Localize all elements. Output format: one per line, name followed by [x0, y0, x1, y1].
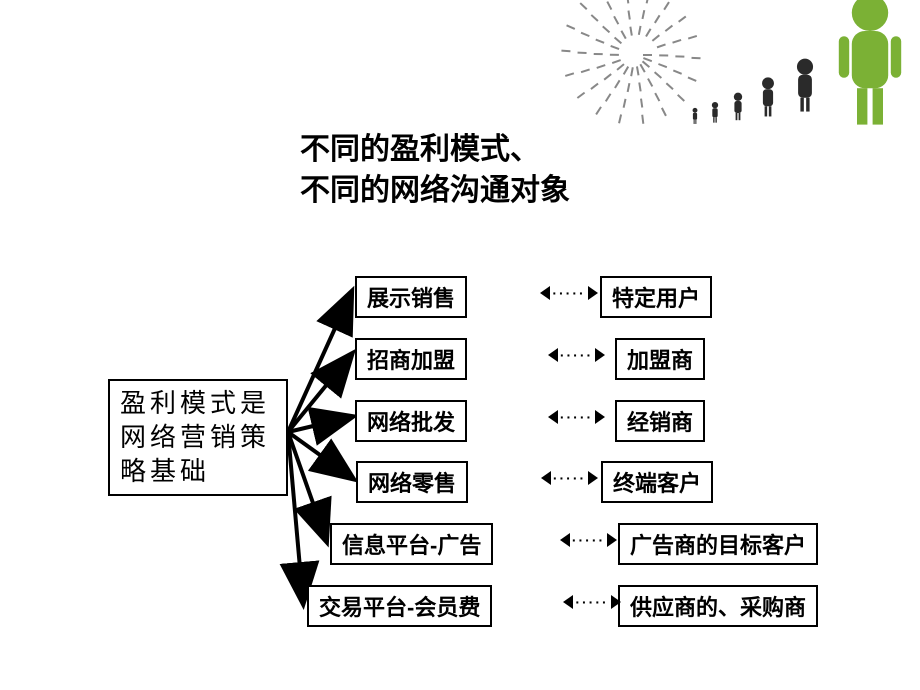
right-box-1: 加盟商 [615, 338, 705, 380]
bidir-connector-1: ····· [540, 345, 613, 365]
right-box-4: 广告商的目标客户 [618, 523, 818, 565]
mid-box-3: 网络零售 [356, 461, 468, 503]
bidir-connector-3: ····· [540, 468, 599, 488]
bidir-connector-0: ····· [540, 283, 598, 303]
title-line-2: 不同的网络沟通对象 [300, 171, 570, 212]
bidir-connector-5: ····· [568, 592, 616, 612]
right-box-2: 经销商 [615, 400, 705, 442]
bidir-connector-4: ····· [561, 530, 616, 550]
mid-box-1: 招商加盟 [355, 338, 467, 380]
title-line-1: 不同的盈利模式、 [300, 130, 570, 171]
root-box: 盈利模式是网络营销策略基础 [108, 379, 288, 496]
bidir-connector-2: ····· [540, 407, 613, 427]
mid-box-4: 信息平台-广告 [330, 523, 493, 565]
right-box-3: 终端客户 [601, 461, 713, 503]
diagram-title: 不同的盈利模式、 不同的网络沟通对象 [300, 130, 570, 211]
mid-box-2: 网络批发 [355, 400, 467, 442]
mid-box-5: 交易平台-会员费 [307, 585, 492, 627]
right-box-5: 供应商的、采购商 [618, 585, 818, 627]
diagram-canvas: 不同的盈利模式、 不同的网络沟通对象 盈利模式是网络营销策略基础 展示销售 特定用… [0, 0, 920, 690]
mid-box-0: 展示销售 [355, 276, 467, 318]
right-box-0: 特定用户 [600, 276, 712, 318]
decorative-people-icon [540, 0, 910, 140]
